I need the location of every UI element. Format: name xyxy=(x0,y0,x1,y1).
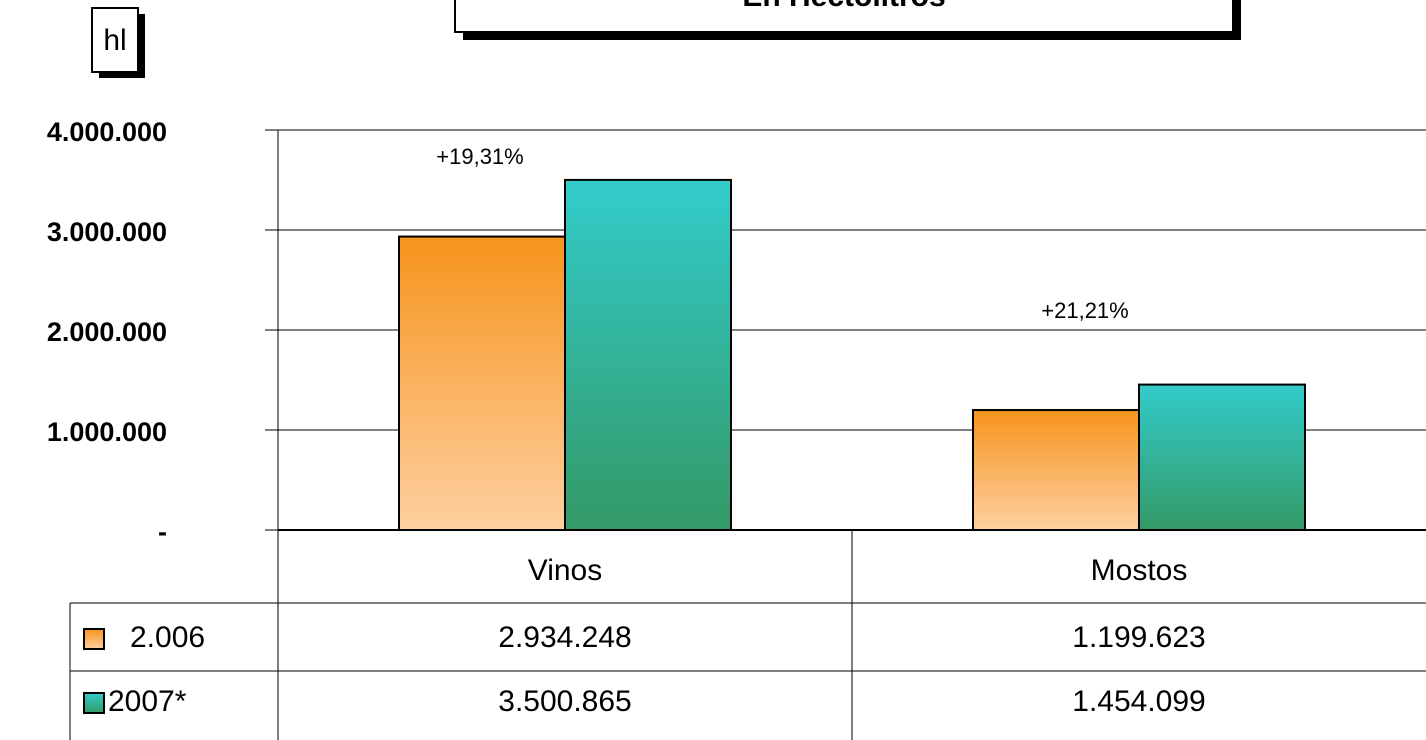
bar xyxy=(972,409,1140,531)
chart-title: En Hectolitros xyxy=(742,0,945,13)
y-tick-label: 3.000.000 xyxy=(47,217,167,247)
table-value: 2.934.248 xyxy=(498,621,631,654)
table-value: 1.454.099 xyxy=(1072,685,1205,718)
x-tick-label: Vinos xyxy=(528,554,603,587)
y-tick-label: 2.000.000 xyxy=(47,317,167,347)
table-value: 1.199.623 xyxy=(1072,621,1205,654)
y-label-box xyxy=(91,7,139,73)
annotation: +19,31% xyxy=(436,144,523,169)
legend-label: 2007* xyxy=(108,685,187,718)
legend-swatch xyxy=(83,692,105,714)
y-tick-label: - xyxy=(158,517,167,547)
legend-swatch xyxy=(83,628,105,650)
legend-label: 2.006 xyxy=(130,621,205,654)
y-tick-label: 1.000.000 xyxy=(47,417,167,447)
bar xyxy=(1138,383,1306,531)
x-tick-label: Mostos xyxy=(1091,554,1188,587)
bar xyxy=(564,178,732,531)
bar xyxy=(398,235,566,531)
annotation: +21,21% xyxy=(1041,298,1128,323)
y-tick-label: 4.000.000 xyxy=(47,117,167,147)
table-value: 3.500.865 xyxy=(498,685,631,718)
title-box xyxy=(454,0,1234,33)
y-axis-label: hl xyxy=(103,24,126,57)
